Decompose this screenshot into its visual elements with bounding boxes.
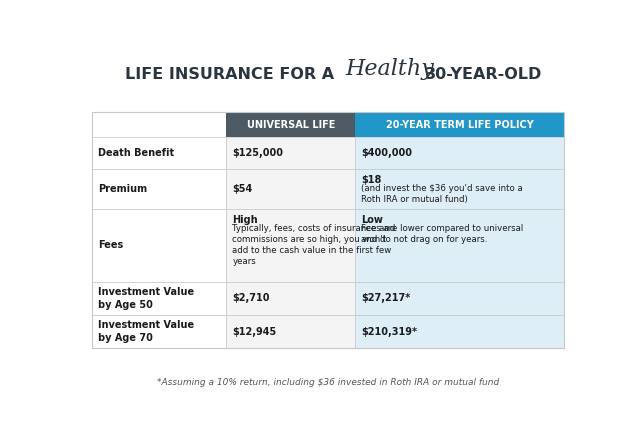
Text: $2,710: $2,710 <box>232 293 270 304</box>
Text: $54: $54 <box>232 184 253 194</box>
Bar <box>227 315 355 348</box>
Bar <box>92 137 227 169</box>
Text: Premium: Premium <box>99 184 147 194</box>
Text: $210,319*: $210,319* <box>361 326 417 337</box>
Text: Death Benefit: Death Benefit <box>99 148 175 158</box>
Text: Low: Low <box>361 215 383 225</box>
Text: Healthy: Healthy <box>346 58 434 80</box>
Text: Fees are lower compared to universal
and do not drag on for years.: Fees are lower compared to universal and… <box>361 224 524 244</box>
Bar <box>227 169 355 209</box>
Bar <box>227 282 355 315</box>
Bar <box>92 112 564 348</box>
Text: Typically, fees, costs of insurance and
commissions are so high, you won't
add t: Typically, fees, costs of insurance and … <box>232 224 396 266</box>
Bar <box>92 169 227 209</box>
Text: 30-YEAR-OLD: 30-YEAR-OLD <box>425 67 542 82</box>
Text: UNIVERSAL LIFE: UNIVERSAL LIFE <box>246 120 335 130</box>
Text: LIFE INSURANCE FOR A: LIFE INSURANCE FOR A <box>125 67 334 82</box>
Bar <box>355 282 564 315</box>
Bar <box>227 137 355 169</box>
Text: $400,000: $400,000 <box>361 148 412 158</box>
Bar <box>92 282 227 315</box>
Bar <box>92 315 227 348</box>
Bar <box>227 112 355 137</box>
Bar <box>355 112 564 137</box>
Text: (and invest the $36 you'd save into a
Roth IRA or mutual fund): (and invest the $36 you'd save into a Ro… <box>361 184 523 204</box>
Text: $18: $18 <box>361 175 381 185</box>
Bar <box>355 137 564 169</box>
Text: Investment Value
by Age 70: Investment Value by Age 70 <box>99 320 195 343</box>
Text: $12,945: $12,945 <box>232 326 276 337</box>
Text: High: High <box>232 215 258 225</box>
Text: Investment Value
by Age 50: Investment Value by Age 50 <box>99 287 195 310</box>
Bar <box>355 209 564 282</box>
Bar <box>227 209 355 282</box>
Text: $125,000: $125,000 <box>232 148 284 158</box>
Bar <box>355 169 564 209</box>
Text: 20-YEAR TERM LIFE POLICY: 20-YEAR TERM LIFE POLICY <box>385 120 533 130</box>
Bar <box>92 209 227 282</box>
Text: $27,217*: $27,217* <box>361 293 410 304</box>
Text: *Assuming a 10% return, including $36 invested in Roth IRA or mutual fund: *Assuming a 10% return, including $36 in… <box>157 378 499 387</box>
Text: Fees: Fees <box>99 240 124 250</box>
Bar <box>355 315 564 348</box>
